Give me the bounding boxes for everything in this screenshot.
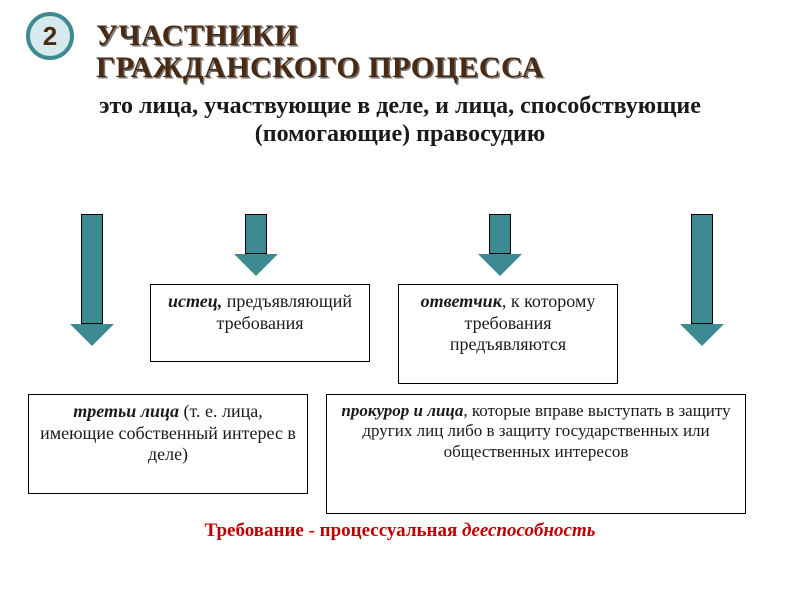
slide: 2 УЧАСТНИКИ ГРАЖДАНСКОГО ПРОЦЕССА это ли…	[0, 0, 800, 600]
arrow-head-icon	[478, 254, 522, 276]
box-plaintiff-bold: истец,	[168, 291, 222, 311]
slide-title: УЧАСТНИКИ ГРАЖДАНСКОГО ПРОЦЕССА	[96, 20, 772, 83]
arrow-3	[478, 214, 522, 276]
box-plaintiff: истец, предъявляющий требования	[150, 284, 370, 362]
arrow-shaft	[691, 214, 713, 324]
box-defendant: ответчик, к которому требования предъявл…	[398, 284, 618, 384]
arrow-2	[234, 214, 278, 276]
section-number-badge: 2	[26, 12, 74, 60]
footer-em: дееспособность	[462, 520, 595, 541]
arrow-head-icon	[234, 254, 278, 276]
arrow-4	[680, 214, 724, 346]
arrow-shaft	[81, 214, 103, 324]
box-plaintiff-rest: предъявляющий требования	[216, 291, 352, 333]
arrow-head-icon	[680, 324, 724, 346]
footer-lead: Требование - процессуальная	[205, 520, 462, 541]
arrow-1	[70, 214, 114, 346]
title-line1: УЧАСТНИКИ	[96, 20, 772, 52]
box-third-parties: третьи лица (т. е. лица, имеющие собстве…	[28, 394, 308, 494]
arrow-shaft	[489, 214, 511, 254]
section-number: 2	[43, 21, 57, 52]
box-defendant-bold: ответчик	[421, 291, 502, 311]
slide-subtitle: это лица, участвующие в деле, и лица, сп…	[28, 93, 772, 148]
footer-requirement: Требование - процессуальная дееспособнос…	[0, 520, 800, 542]
title-line2: ГРАЖДАНСКОГО ПРОЦЕССА	[96, 52, 772, 84]
box-third-bold: третьи лица	[73, 401, 179, 421]
box-prosecutor-bold: прокурор и лица	[341, 401, 463, 420]
arrow-shaft	[245, 214, 267, 254]
box-prosecutor: прокурор и лица, которые вправе выступат…	[326, 394, 746, 514]
arrow-head-icon	[70, 324, 114, 346]
